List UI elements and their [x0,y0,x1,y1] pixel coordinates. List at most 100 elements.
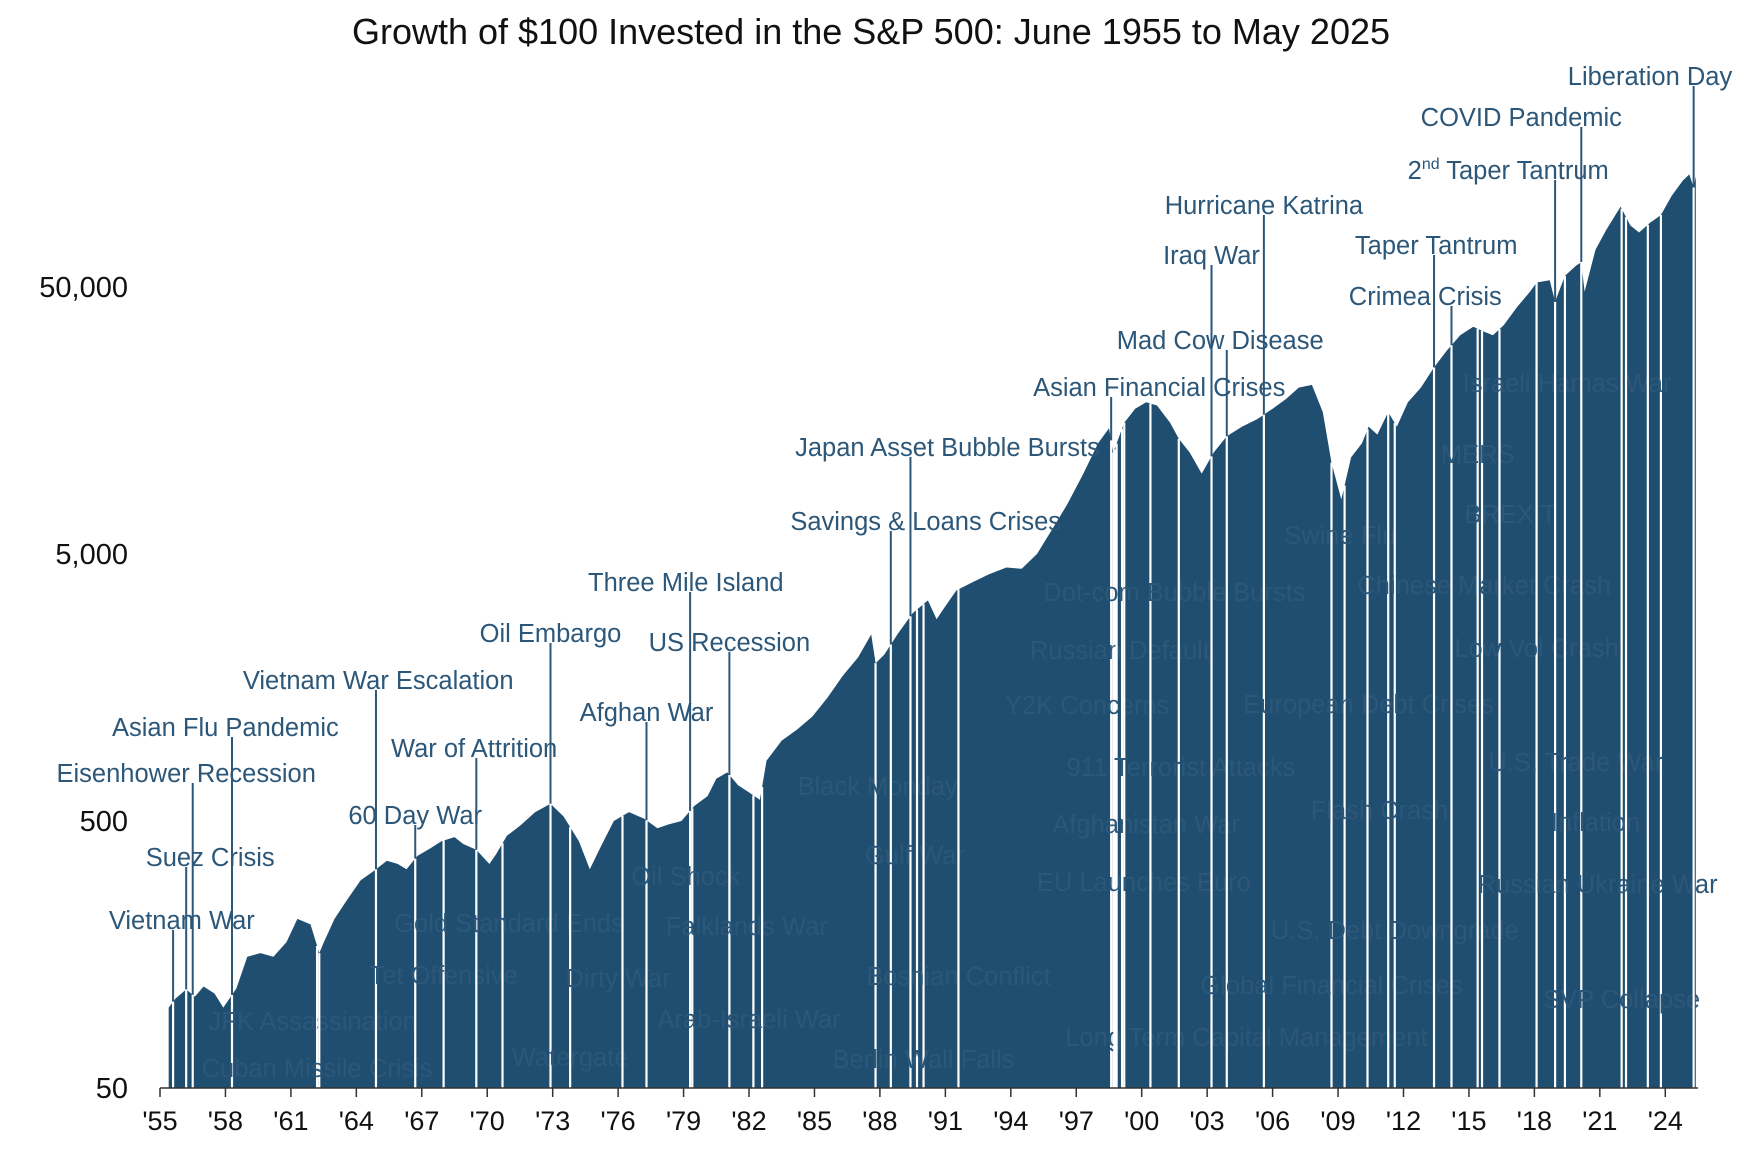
y-tick-label: 5,000 [55,539,128,571]
event-annotation: Hurricane Katrina [1165,192,1364,1088]
event-label: European Debt Crises [1243,691,1494,719]
x-tick-label: '76 [601,1106,636,1136]
event-layer: Vietnam War Suez Crisis Eisenhower Recessi… [57,63,1733,1088]
event-label: Japan Asset Bubble Bursts [795,434,1100,462]
event-annotation: Iraq War [1163,242,1260,1088]
event-label: Mad Cow Disease [1117,327,1324,355]
x-tick-label: '58 [208,1106,243,1136]
event-label: Suez Crisis [146,844,275,872]
event-annotation: COVID Pandemic [1421,104,1622,1088]
x-axis: '55 '58 '61 '64 '67 '70 '73 '76 '79 '82 '85 '88 '91 '… [142,1087,1698,1136]
event-label: COVID Pandemic [1421,104,1622,132]
event-annotation: 60 Day War [348,802,483,1088]
x-tick-label: '73 [535,1106,570,1136]
area-layer [168,174,1696,1088]
event-label: Gold Standard Ends [394,910,624,938]
event-label: Falklands War [666,913,829,941]
event-label: Bosnian Conflict [866,963,1050,991]
x-tick-label: '97 [1059,1106,1094,1136]
event-annotation: Gulf War [865,609,965,1088]
event-label: Afghan War [580,699,714,727]
event-annotation: Afghanistan War [1052,428,1240,1088]
event-annotation: Falklands War [666,795,829,1088]
x-tick-label: '88 [862,1106,897,1136]
event-annotation: 911 Terrorist Attacks [1067,438,1295,1088]
event-annotation: Three Mile Island [588,569,784,1088]
event-annotation: Russian Ukraine War [1478,217,1718,1088]
event-annotation: War of Attrition [391,735,557,1088]
x-tick-label: '21 [1582,1106,1617,1136]
chart-title: Growth of $100 Invested in the S&P 500: … [352,11,1390,52]
event-label: Flash Crash [1311,797,1448,825]
event-annotation: Y2K Concerns [1005,443,1169,1088]
event-annotation: EU Launches Euro [1037,422,1251,1088]
event-annotation: Asian Flu Pandemic [112,714,339,1088]
y-axis: 50 500 5,000 50,000 [39,272,128,1105]
event-annotation: MERS [1441,328,1515,1088]
event-annotation: U.S. Trade War [1488,275,1664,1088]
event-label: US Recession [649,629,811,657]
event-annotation: Mad Cow Disease [1117,327,1324,1088]
event-label: Eisenhower Recession [57,760,316,788]
event-annotation: Bosnian Conflict [866,589,1051,1088]
event-annotation: Russian Default [1030,449,1210,1088]
event-label: EU Launches Euro [1037,869,1251,897]
event-annotation: Flash Crash [1311,429,1448,1088]
event-label: Long Term Capital Management [1065,1024,1427,1052]
y-tick-label: 50 [96,1073,128,1105]
event-annotation: Watergate [512,827,628,1088]
event-annotation: Afghan War [580,699,714,1088]
x-tick-label: '70 [470,1106,505,1136]
event-label: SVP Collapse [1543,986,1700,1014]
event-annotation: Global Financial Crises [1200,462,1463,1088]
x-tick-label: '79 [666,1106,701,1136]
event-label: JFK Assassination [209,1008,417,1036]
event-label: Chinese Market Crash [1357,572,1611,600]
x-tick-label: '12 [1386,1106,1421,1136]
event-label: Liberation Day [1568,63,1733,91]
event-annotation: Black Monday [798,663,958,1088]
event-label: Vietnam War [109,907,255,935]
event-label: Crimea Crisis [1349,283,1502,311]
x-tick-label: '91 [928,1106,963,1136]
event-label: BREXIT [1464,501,1556,529]
event-annotation: Savings & Loans Crises [790,508,1061,1088]
event-label: Iraq War [1163,242,1260,270]
event-label: Black Monday [798,773,958,801]
x-tick-label: '85 [797,1106,832,1136]
event-label: Russian Default [1030,637,1210,665]
event-annotation: Vietnam War Escalation [243,667,514,1088]
event-label: Afghanistan War [1052,811,1240,839]
y-tick-label: 50,000 [39,272,128,304]
x-tick-label: '24 [1648,1106,1683,1136]
event-annotation: Dirty War [565,815,671,1088]
event-annotation: JFK Assassination [209,945,417,1088]
event-annotation: Israeli Hamas War [1463,215,1672,1088]
event-annotation: Dot-com Bubble Bursts [1043,403,1305,1088]
x-tick-label: '00 [1124,1106,1159,1136]
event-label: Taper Tantrum [1355,232,1518,260]
area-series [168,174,1696,1088]
x-tick-label: '55 [142,1106,177,1136]
event-annotation: Arab-Israeli War [657,786,841,1088]
x-tick-label: '15 [1451,1106,1486,1136]
event-label: Oil Shock [631,863,740,891]
event-annotation: SVP Collapse [1543,224,1700,1088]
x-tick-label: '64 [339,1106,374,1136]
event-label: Swine Flu [1284,522,1396,550]
event-label: War of Attrition [391,735,557,763]
event-annotation: Chinese Market Crash [1357,330,1611,1088]
event-annotation: Cuban Missile Crisis [202,953,433,1088]
event-annotation: Suez Crisis [146,844,275,1088]
y-tick-label: 500 [80,806,128,838]
event-annotation: Oil Embargo [480,620,621,1088]
event-annotation: US Recession [649,629,811,1088]
event-label: Low Vol Crash [1454,635,1618,663]
x-tick-label: '18 [1517,1106,1552,1136]
event-label: Dot-com Bubble Bursts [1043,579,1305,607]
x-tick-label: '61 [273,1106,308,1136]
event-label: Israeli Hamas War [1463,370,1672,398]
event-annotation: Japan Asset Bubble Bursts [795,434,1100,1088]
event-label: MERS [1441,441,1515,469]
